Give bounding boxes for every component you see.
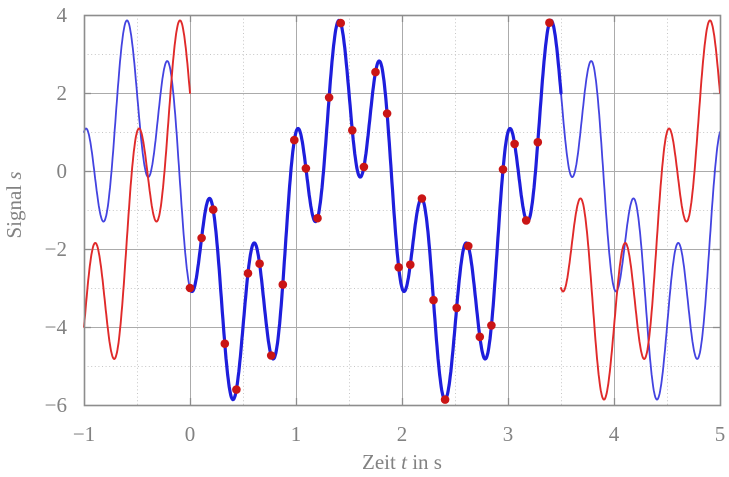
sample-point-dot xyxy=(185,283,195,293)
x-tick-label: 0 xyxy=(185,422,196,446)
sample-point-dot xyxy=(521,216,531,225)
sample-point-dot xyxy=(498,165,508,174)
sample-point-dot xyxy=(417,194,427,203)
sample-point-dot xyxy=(313,213,322,223)
sample-point-dot xyxy=(510,139,519,149)
sample-point-dot xyxy=(533,137,543,147)
sample-point-dot xyxy=(243,269,253,278)
sample-point-dot xyxy=(266,351,276,360)
sample-point-dot xyxy=(290,135,299,145)
y-tick-label: −4 xyxy=(45,315,68,339)
x-tick-label: 3 xyxy=(503,422,514,446)
sample-point-dot xyxy=(475,332,485,342)
x-tick-label: 1 xyxy=(291,422,302,446)
sample-point-dot xyxy=(278,280,288,289)
sample-point-dot xyxy=(359,162,369,172)
sample-point-dot xyxy=(301,164,311,173)
sample-point-dot xyxy=(545,18,554,28)
periodic-continuation-curve xyxy=(560,19,721,401)
y-tick-label: 4 xyxy=(57,3,68,27)
y-tick-label: −2 xyxy=(45,237,67,261)
y-tick-label: 0 xyxy=(57,159,68,183)
sample-point-dot xyxy=(382,109,392,118)
sample-point-dot xyxy=(348,126,357,135)
y-tick-label: −6 xyxy=(45,393,67,417)
sample-point-dot xyxy=(255,259,264,269)
sample-point-dot xyxy=(232,385,241,394)
sample-point-dot xyxy=(197,233,206,243)
sample-point-dot xyxy=(336,18,346,28)
sample-point-dot xyxy=(440,395,450,404)
x-axis-label: Zeit t in s xyxy=(362,450,442,474)
sample-point-dot xyxy=(324,93,334,102)
y-axis-label-variable: s xyxy=(2,171,26,180)
sample-point-dot xyxy=(394,263,404,272)
x-tick-label: −1 xyxy=(73,422,95,446)
sample-point-dot xyxy=(371,67,380,77)
x-tick-label: 2 xyxy=(397,422,408,446)
sample-point-dot xyxy=(452,303,462,313)
x-axis-label-prefix: Zeit xyxy=(362,450,402,474)
sample-point-dot xyxy=(208,205,218,214)
sample-point-dot xyxy=(406,260,415,270)
periodic-continuation-curve xyxy=(83,19,191,360)
x-axis-label-variable: t xyxy=(401,450,407,474)
sample-point-dot xyxy=(464,241,473,251)
y-tick-label: 2 xyxy=(57,81,68,105)
x-axis-label-suffix: in s xyxy=(406,450,442,474)
sample-point-dot xyxy=(487,321,496,330)
y-axis-label-prefix: Signal xyxy=(2,179,26,239)
plot-frame xyxy=(83,14,722,407)
sample-point-dot xyxy=(220,339,230,349)
x-tick-label: 4 xyxy=(609,422,620,446)
y-axis-label: Signal s xyxy=(2,171,26,238)
sample-point-dot xyxy=(429,295,438,305)
x-tick-label: 5 xyxy=(715,422,726,446)
